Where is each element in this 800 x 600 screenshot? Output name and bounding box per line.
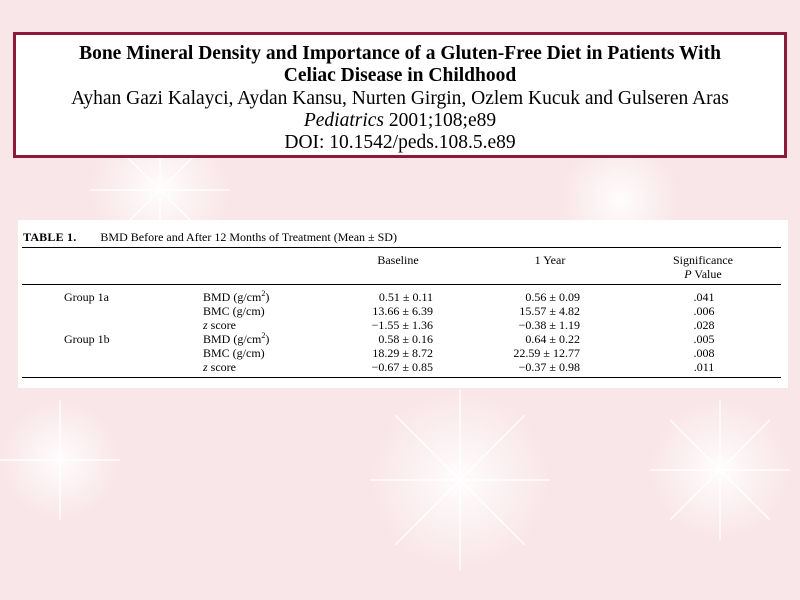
p-value-cell: .008 bbox=[693, 346, 715, 360]
baseline-cell: 13.66 ± 6.39 bbox=[372, 304, 433, 318]
measure-cell: BMC (g/cm) bbox=[203, 346, 265, 360]
group-label-1a: Group 1a bbox=[64, 290, 109, 304]
year-cell: 0.56 ± 0.09 bbox=[525, 290, 580, 304]
header-1-year: 1 Year bbox=[534, 253, 566, 267]
table-label: TABLE 1. bbox=[23, 230, 77, 244]
p-value-cell: .041 bbox=[693, 290, 715, 304]
p-value-cell: .011 bbox=[693, 360, 715, 374]
journal-name: Pediatrics bbox=[303, 110, 385, 131]
measure-cell: BMC (g/cm) bbox=[203, 304, 265, 318]
baseline-cell: 0.58 ± 0.16 bbox=[378, 332, 433, 346]
year-cell: 22.59 ± 12.77 bbox=[513, 346, 580, 360]
table-caption-text: BMD Before and After 12 Months of Treatm… bbox=[100, 230, 397, 244]
table-bottom-rule bbox=[22, 377, 781, 378]
baseline-cell: −1.55 ± 1.36 bbox=[371, 318, 433, 332]
citation-volume: 2001;108;e89 bbox=[388, 110, 497, 131]
header-p-value: P Value bbox=[648, 267, 758, 281]
measure-cell: BMD (g/cm2) bbox=[203, 289, 270, 305]
article-title-line-2: Celiac Disease in Childhood bbox=[283, 65, 517, 86]
table-caption: TABLE 1. BMD Before and After 12 Months o… bbox=[23, 230, 397, 245]
article-doi: DOI: 10.1542/peds.108.5.e89 bbox=[284, 132, 516, 153]
year-cell: 15.57 ± 4.82 bbox=[519, 304, 580, 318]
p-value-cell: .006 bbox=[693, 304, 715, 318]
year-cell: 0.64 ± 0.22 bbox=[525, 332, 580, 346]
article-title-line-1: Bone Mineral Density and Importance of a… bbox=[79, 43, 721, 64]
measure-cell: BMD (g/cm2) bbox=[203, 331, 270, 347]
table-header-rule bbox=[22, 284, 781, 285]
measure-cell: z score bbox=[203, 360, 236, 374]
table-top-rule bbox=[22, 247, 781, 248]
measure-cell: z score bbox=[203, 318, 236, 332]
table-1-panel: TABLE 1. BMD Before and After 12 Months o… bbox=[18, 220, 788, 388]
article-authors: Ayhan Gazi Kalayci, Aydan Kansu, Nurten … bbox=[71, 88, 729, 109]
baseline-cell: 18.29 ± 8.72 bbox=[372, 346, 433, 360]
group-label-1b: Group 1b bbox=[64, 332, 110, 346]
header-baseline: Baseline bbox=[377, 253, 419, 267]
header-p-italic: P bbox=[684, 267, 692, 281]
year-cell: −0.37 ± 0.98 bbox=[518, 360, 580, 374]
year-cell: −0.38 ± 1.19 bbox=[518, 318, 580, 332]
header-significance: Significance bbox=[673, 253, 733, 267]
article-citation: Pediatrics 2001;108;e89 bbox=[16, 110, 784, 132]
article-citation-box: Bone Mineral Density and Importance of a… bbox=[13, 32, 787, 158]
p-value-cell: .005 bbox=[693, 332, 715, 346]
p-value-cell: .028 bbox=[693, 318, 715, 332]
baseline-cell: −0.67 ± 0.85 bbox=[371, 360, 433, 374]
baseline-cell: 0.51 ± 0.11 bbox=[378, 290, 433, 304]
header-p-value-text: Value bbox=[691, 267, 722, 281]
